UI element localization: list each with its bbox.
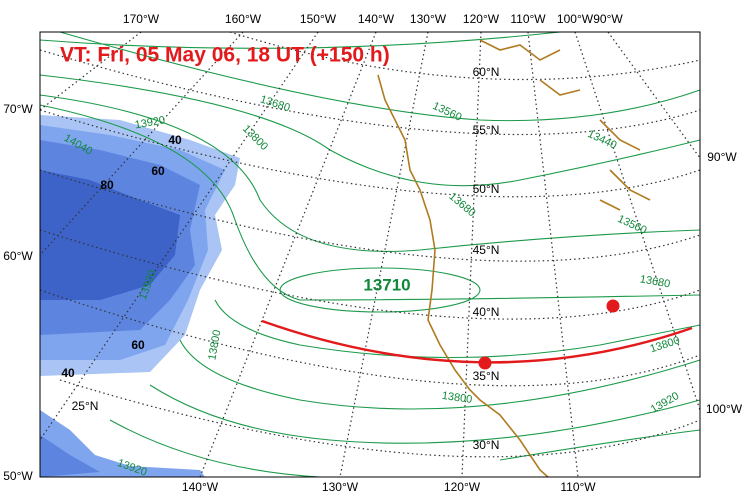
contour-label: 13800 (206, 329, 223, 361)
shade-label: 40 (168, 133, 182, 147)
point (478, 356, 492, 370)
lat-label: 25°N (72, 399, 99, 413)
shading (40, 115, 240, 477)
lon-label: 140°W (358, 12, 395, 26)
meridian (574, 31, 701, 411)
meridian (339, 31, 429, 478)
contour-label: 13680 (639, 273, 671, 290)
shade-5 (40, 410, 205, 477)
contours (39, 31, 701, 478)
parallel (59, 379, 701, 458)
frame (39, 31, 701, 478)
contour (279, 267, 481, 313)
lon-label: 170°W (123, 12, 160, 26)
lon-label: 120°W (444, 480, 481, 494)
contour (499, 429, 701, 461)
shade-6 (40, 435, 100, 477)
contour (39, 104, 701, 301)
contour-label: 13920 (134, 114, 166, 131)
lat-label: 55°N (473, 123, 500, 137)
lat-labels: 60°N 55°N 50°N 45°N 40°N 35°N 30°N 25°N (72, 65, 500, 452)
shade-label: 60 (151, 164, 165, 178)
lon-label: 150°W (300, 12, 337, 26)
lat-label: 50°N (473, 182, 500, 196)
lat-label: 45°N (473, 243, 500, 257)
lon-label: 120°W (463, 12, 500, 26)
parallel (39, 289, 701, 387)
contour (39, 94, 701, 252)
meridian (199, 31, 377, 478)
contour (179, 339, 701, 410)
lat-label: 35°N (473, 369, 500, 383)
contour (214, 299, 701, 359)
lon-label: 130°W (322, 480, 359, 494)
title: VT: Fri, 05 May 06, 18 UT (+150 h) (60, 44, 390, 67)
lon-label: 90°W (593, 12, 623, 26)
lon-label: 70°W (3, 102, 33, 116)
contour (39, 31, 561, 49)
lon-label: 130°W (410, 12, 447, 26)
lon-label: 110°W (560, 480, 596, 494)
lon-label: 90°W (707, 150, 737, 164)
lon-label: 110°W (510, 12, 546, 26)
meridian (39, 31, 319, 441)
center-label: 13710 (363, 275, 410, 294)
coastline (377, 74, 549, 478)
meridian (39, 31, 244, 256)
shade-4 (40, 170, 180, 300)
contour (59, 31, 701, 122)
lat-label: 30°N (473, 438, 500, 452)
lat-label: 60°N (473, 65, 500, 79)
lon-label: 160°W (225, 12, 262, 26)
lon-label: 100°W (557, 12, 594, 26)
lat-label: 40°N (473, 305, 500, 319)
shade-label: 60 (131, 338, 145, 352)
lon-labels: 170°W 160°W 150°W 140°W 130°W 120°W 110°… (3, 12, 742, 494)
contour (149, 384, 701, 444)
lon-label: 140°W (182, 480, 219, 494)
shade-labels: 40 80 60 60 40 (61, 133, 182, 380)
lakes-borders (479, 39, 651, 211)
parallel (39, 229, 701, 320)
contour-label: 13800 (441, 390, 473, 406)
lon-label: 60°W (3, 249, 33, 263)
meridian (39, 31, 142, 111)
shade-label: 80 (100, 178, 114, 192)
point (606, 299, 620, 313)
graticule (39, 31, 701, 478)
parallel (229, 31, 701, 81)
parallel (39, 169, 701, 262)
contour (39, 74, 701, 187)
lon-label: 100°W (706, 402, 743, 416)
lon-label: 50°W (3, 469, 33, 483)
shade-label: 40 (61, 366, 75, 380)
